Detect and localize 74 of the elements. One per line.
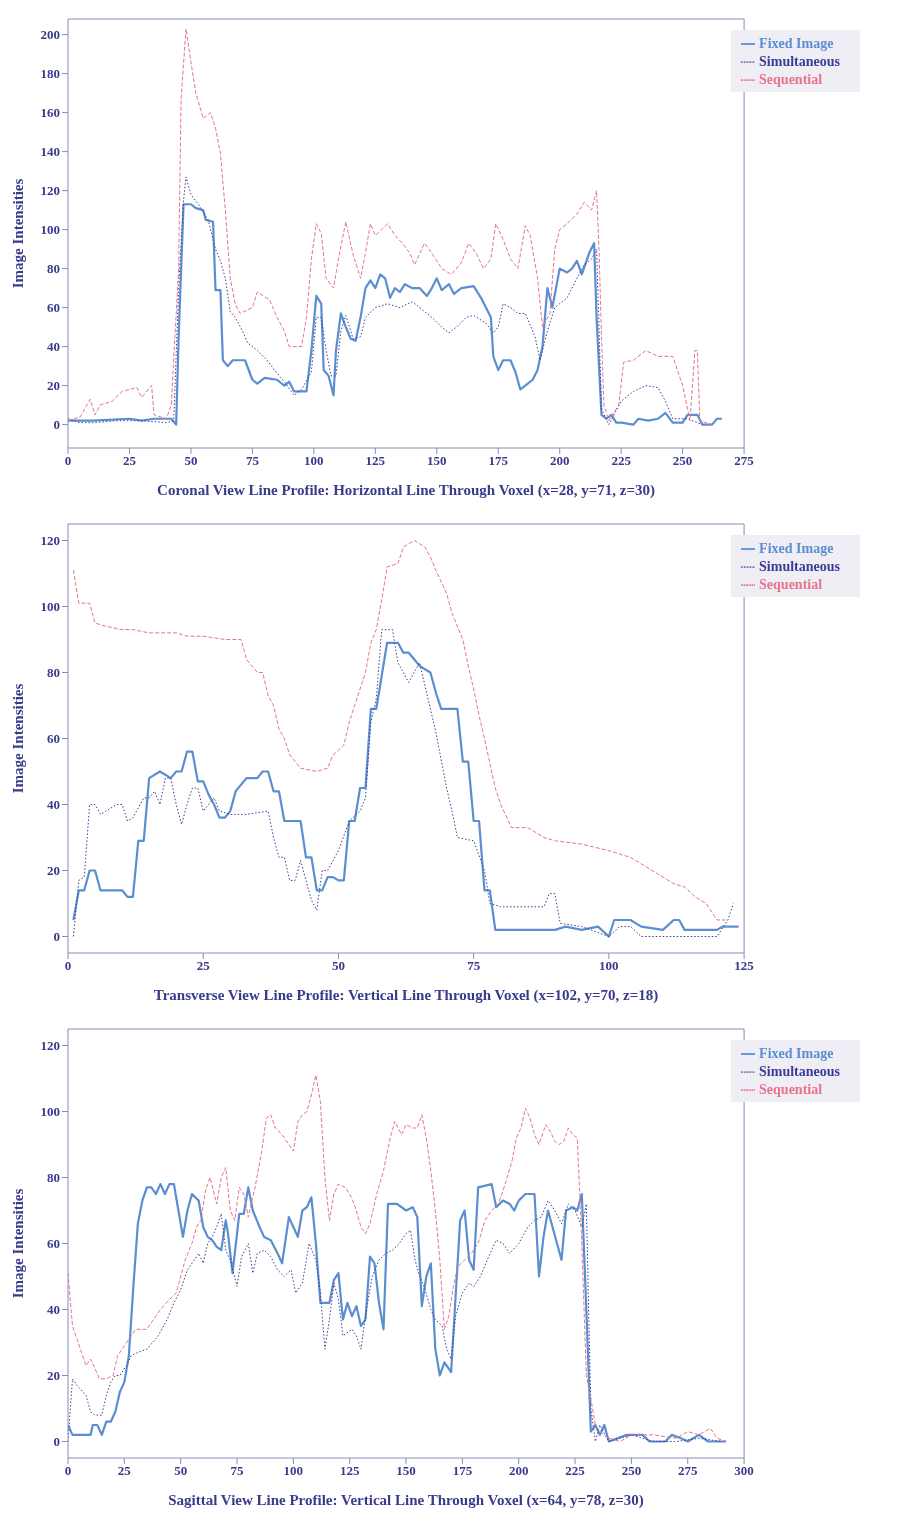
line-series bbox=[68, 1074, 727, 1442]
x-tick-label: 100 bbox=[599, 958, 619, 974]
legend-label: Simultaneous bbox=[759, 1064, 840, 1079]
y-tick-label: 0 bbox=[53, 929, 60, 945]
legend-label: Simultaneous bbox=[759, 54, 840, 69]
x-tick-label: 225 bbox=[565, 1463, 586, 1479]
y-tick-label: 60 bbox=[47, 731, 60, 747]
x-tick-label: 175 bbox=[488, 453, 509, 469]
x-tick-label: 0 bbox=[64, 453, 72, 469]
x-tick-label: 150 bbox=[427, 453, 447, 469]
y-tick-label: 60 bbox=[47, 300, 60, 316]
y-tick-label: 60 bbox=[47, 1236, 60, 1252]
x-tick-label: 100 bbox=[283, 1463, 304, 1479]
line-series bbox=[68, 28, 713, 426]
legend-label: Fixed Image bbox=[759, 1046, 834, 1061]
y-tick-label: 180 bbox=[40, 66, 60, 82]
x-tick-label: 175 bbox=[452, 1463, 473, 1479]
x-tick-label: 150 bbox=[396, 1463, 416, 1479]
x-tick-label: 200 bbox=[508, 1463, 529, 1479]
y-axis-title: Image Intensities bbox=[10, 1188, 27, 1299]
y-tick-label: 80 bbox=[47, 665, 60, 681]
legend-label: Sequential bbox=[759, 577, 823, 592]
y-tick-label: 100 bbox=[40, 222, 60, 238]
legend-label: Sequential bbox=[759, 1082, 823, 1097]
y-axis-title: Image Intensities bbox=[10, 178, 27, 289]
x-tick-label: 300 bbox=[734, 1463, 754, 1479]
y-tick-label: 20 bbox=[47, 863, 60, 879]
x-tick-label: 25 bbox=[117, 1463, 132, 1479]
x-axis-title: Coronal View Line Profile: Horizontal Line Through Voxel (x=28, y=71, z=30) bbox=[157, 482, 655, 499]
line-series bbox=[72, 540, 729, 921]
x-tick-label: 0 bbox=[64, 1463, 72, 1479]
y-tick-label: 160 bbox=[40, 105, 60, 121]
y-tick-label: 0 bbox=[53, 417, 60, 433]
x-tick-label: 200 bbox=[549, 453, 570, 469]
x-tick-label: 125 bbox=[339, 1463, 360, 1479]
y-tick-label: 40 bbox=[47, 339, 60, 355]
y-tick-label: 100 bbox=[40, 599, 60, 615]
y-tick-label: 120 bbox=[40, 183, 60, 199]
legend-label: Fixed Image bbox=[759, 36, 834, 51]
y-tick-label: 80 bbox=[47, 1170, 60, 1186]
x-tick-label: 75 bbox=[245, 453, 260, 469]
x-tick-label: 225 bbox=[611, 453, 632, 469]
x-tick-label: 0 bbox=[64, 958, 72, 974]
y-tick-label: 80 bbox=[47, 261, 60, 277]
legend-label: Sequential bbox=[759, 72, 823, 87]
legend-label: Simultaneous bbox=[759, 559, 840, 574]
x-tick-label: 275 bbox=[734, 453, 755, 469]
x-tick-label: 250 bbox=[672, 453, 693, 469]
x-tick-label: 275 bbox=[677, 1463, 698, 1479]
y-tick-label: 120 bbox=[40, 1038, 60, 1054]
x-tick-label: 50 bbox=[331, 958, 345, 974]
x-tick-label: 125 bbox=[734, 958, 755, 974]
y-tick-label: 40 bbox=[47, 797, 60, 813]
x-tick-label: 50 bbox=[174, 1463, 188, 1479]
y-tick-label: 100 bbox=[40, 1104, 60, 1120]
y-tick-label: 40 bbox=[47, 1302, 60, 1318]
x-tick-label: 100 bbox=[304, 453, 324, 469]
x-axis-title: Transverse View Line Profile: Vertical Line Through Voxel (x=102, y=70, z=18) bbox=[153, 987, 659, 1004]
x-tick-label: 125 bbox=[365, 453, 386, 469]
x-tick-label: 250 bbox=[621, 1463, 642, 1479]
y-tick-label: 20 bbox=[47, 378, 60, 394]
y-tick-label: 200 bbox=[40, 27, 60, 43]
x-tick-label: 50 bbox=[184, 453, 198, 469]
y-tick-label: 0 bbox=[53, 1434, 60, 1450]
legend-label: Fixed Image bbox=[759, 541, 834, 556]
x-tick-label: 75 bbox=[467, 958, 481, 974]
y-axis-title: Image Intensities bbox=[10, 683, 27, 794]
x-tick-label: 25 bbox=[122, 453, 137, 469]
x-tick-label: 75 bbox=[230, 1463, 245, 1479]
y-tick-label: 120 bbox=[40, 533, 60, 549]
y-tick-label: 20 bbox=[47, 1368, 60, 1384]
y-tick-label: 140 bbox=[40, 144, 60, 160]
x-tick-label: 25 bbox=[196, 958, 211, 974]
x-axis-title: Sagittal View Line Profile: Vertical Line Through Voxel (x=64, y=78, z=30) bbox=[168, 1492, 644, 1509]
